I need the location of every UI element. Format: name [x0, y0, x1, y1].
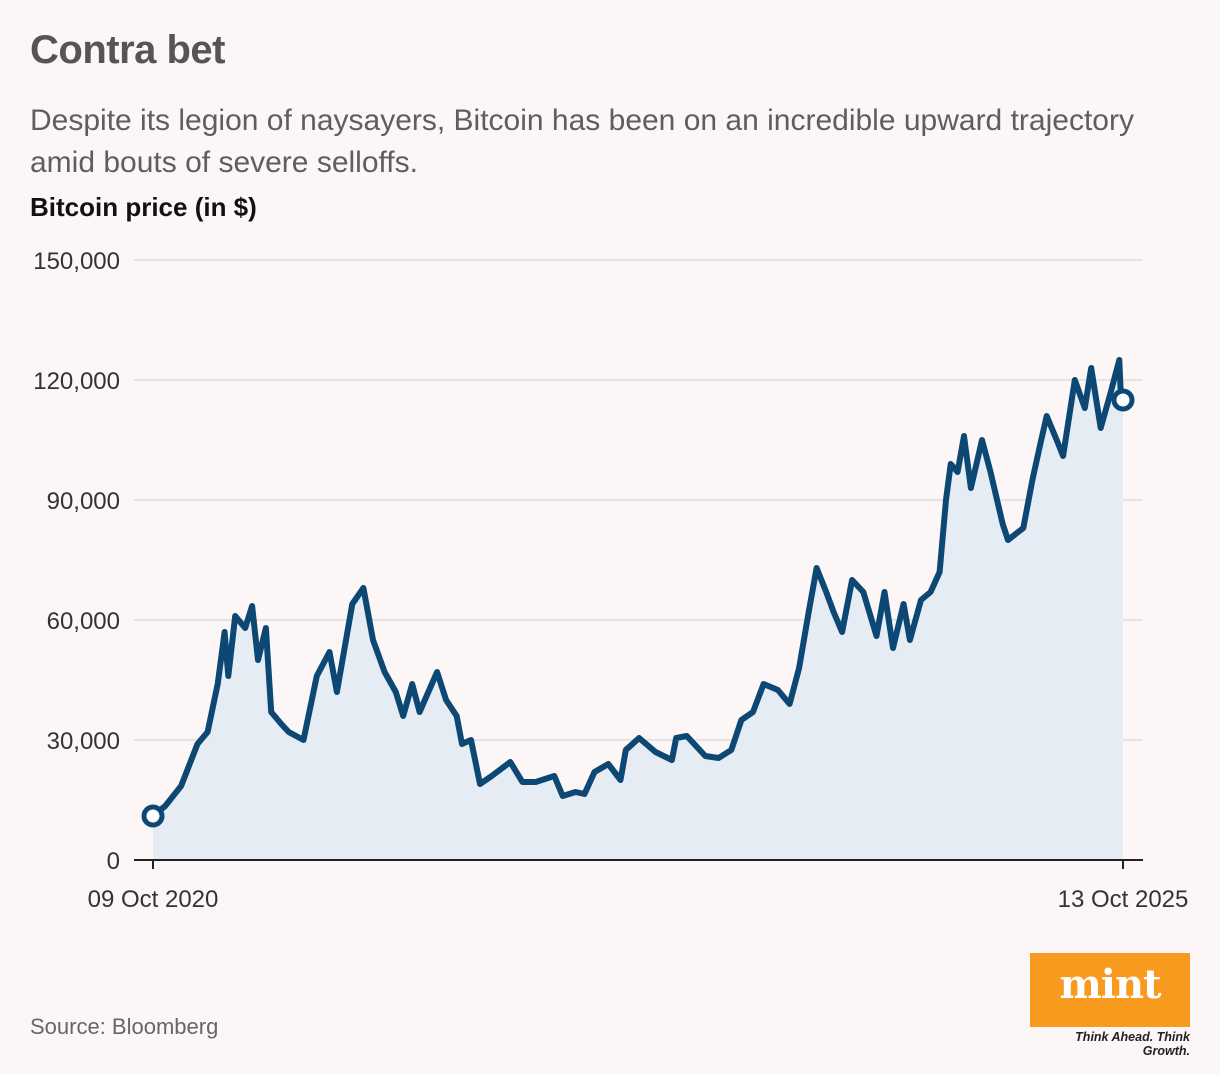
y-tick-label: 150,000	[33, 248, 120, 275]
y-tick-label: 120,000	[33, 368, 120, 395]
y-axis-label: Bitcoin price (in $)	[30, 192, 257, 222]
y-tick-label: 90,000	[47, 488, 120, 515]
y-tick-label: 0	[107, 848, 120, 875]
start-point-marker	[141, 804, 165, 828]
x-tick-label: 13 Oct 2025	[1058, 886, 1189, 913]
price-line	[150, 357, 1126, 819]
end-point-marker	[1111, 388, 1135, 412]
y-tick-label: 30,000	[47, 728, 120, 755]
logo-tagline: Think Ahead. Think Growth.	[1075, 1030, 1190, 1058]
price-area	[153, 360, 1123, 860]
y-axis-ticks: 0 30,000 60,000 90,000 120,000 150,000	[33, 248, 120, 875]
x-tick-label: 09 Oct 2020	[88, 886, 219, 913]
chart-subtitle: Despite its legion of naysayers, Bitcoin…	[30, 104, 1134, 179]
chart-title: Contra bet	[30, 28, 226, 72]
mint-logo-word: mint	[1059, 961, 1161, 1008]
y-tick-label: 60,000	[47, 608, 120, 635]
x-axis-ticks: 09 Oct 2020 13 Oct 2025	[88, 860, 1189, 913]
mint-logo: mint	[1030, 953, 1190, 1027]
source-note: Source: Bloomberg	[30, 1014, 219, 1039]
